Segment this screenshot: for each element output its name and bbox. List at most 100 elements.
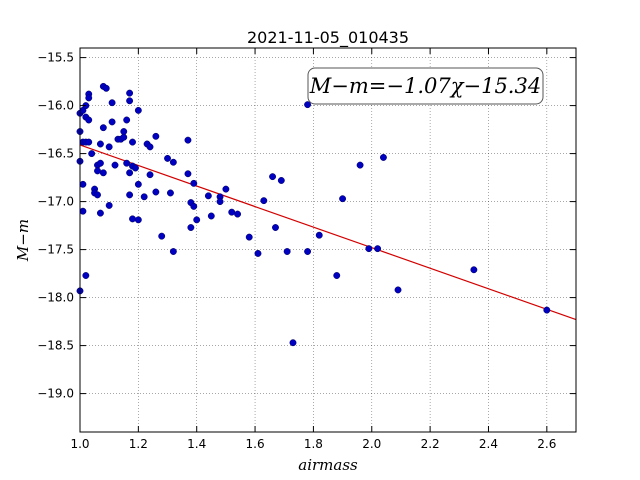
x-tick-label: 2.2 bbox=[421, 437, 440, 451]
data-point bbox=[277, 177, 285, 184]
fit-equation: M−m=−1.07χ−15.34 bbox=[309, 74, 541, 98]
x-tick-label: 2.0 bbox=[362, 437, 381, 451]
data-point bbox=[184, 170, 192, 178]
x-tick-label: 2.4 bbox=[479, 437, 498, 451]
data-point bbox=[374, 245, 382, 253]
data-point bbox=[315, 231, 323, 239]
data-point bbox=[85, 94, 93, 102]
data-point bbox=[111, 161, 119, 169]
data-point bbox=[193, 216, 201, 224]
data-point bbox=[379, 153, 387, 161]
annotation-box: M−m=−1.07χ−15.34 bbox=[307, 67, 544, 105]
y-tick-label: −17.0 bbox=[37, 195, 74, 209]
annotation-frame bbox=[307, 67, 544, 105]
data-point bbox=[216, 198, 224, 206]
data-point bbox=[108, 99, 116, 107]
x-tick-label: 1.0 bbox=[70, 437, 89, 451]
y-tick-label: −16.0 bbox=[37, 99, 74, 113]
data-point bbox=[99, 124, 107, 132]
y-tick-label: −18.0 bbox=[37, 291, 74, 305]
y-tick-label: −15.5 bbox=[37, 51, 74, 65]
data-point bbox=[245, 233, 253, 241]
data-point bbox=[304, 101, 312, 109]
data-point bbox=[94, 167, 101, 175]
data-point bbox=[190, 202, 198, 210]
y-tick-label: −18.5 bbox=[37, 339, 74, 353]
data-point bbox=[272, 224, 279, 231]
y-tick-label: −17.5 bbox=[37, 243, 74, 257]
data-point bbox=[204, 192, 212, 200]
data-point bbox=[82, 272, 90, 279]
data-point bbox=[126, 97, 134, 105]
data-point bbox=[333, 272, 341, 279]
data-point bbox=[169, 248, 177, 255]
x-tick-label: 1.2 bbox=[129, 437, 148, 451]
data-point bbox=[269, 173, 277, 181]
data-point bbox=[228, 208, 236, 216]
data-point bbox=[365, 245, 373, 253]
data-point bbox=[234, 210, 242, 218]
data-point bbox=[134, 106, 142, 114]
y-axis-label: M−m bbox=[14, 219, 32, 262]
data-point bbox=[260, 197, 268, 205]
data-point bbox=[134, 180, 142, 188]
x-axis-label: airmass bbox=[298, 456, 358, 474]
data-point bbox=[123, 116, 131, 124]
axis-ticks: 1.0 1.2 1.4 1.6 1.8 2.0 2.2 2.4 2.6 −15.5 −16.0 −16… bbox=[37, 48, 576, 451]
data-point bbox=[356, 161, 364, 169]
chart-title: 2021-11-05_010435 bbox=[247, 28, 409, 48]
x-tick-label: 1.6 bbox=[246, 437, 265, 451]
data-point bbox=[96, 140, 104, 148]
data-point bbox=[120, 133, 128, 141]
data-point bbox=[120, 128, 128, 135]
data-point bbox=[94, 191, 101, 199]
x-tick-label: 1.4 bbox=[187, 437, 206, 451]
data-point bbox=[184, 136, 192, 144]
data-point bbox=[126, 191, 134, 199]
data-point bbox=[164, 154, 171, 162]
y-tick-label: −16.5 bbox=[37, 147, 74, 161]
data-point bbox=[158, 232, 166, 240]
data-point bbox=[187, 224, 195, 231]
data-point bbox=[146, 143, 154, 151]
data-point bbox=[85, 116, 93, 124]
data-point bbox=[152, 188, 160, 196]
data-point bbox=[543, 306, 551, 314]
data-point bbox=[88, 150, 96, 158]
plot-frame bbox=[79, 47, 577, 433]
data-point bbox=[166, 189, 174, 197]
x-tick-label: 2.6 bbox=[537, 437, 556, 451]
data-point bbox=[254, 249, 262, 257]
data-point bbox=[108, 118, 116, 126]
data-point bbox=[134, 216, 142, 224]
data-point bbox=[126, 169, 134, 177]
fit-line bbox=[79, 144, 577, 321]
data-point bbox=[96, 159, 104, 167]
data-point bbox=[129, 215, 136, 223]
data-point bbox=[79, 180, 87, 188]
y-tick-label: −19.0 bbox=[37, 387, 74, 401]
data-point bbox=[85, 138, 93, 146]
data-point bbox=[304, 248, 312, 255]
data-point bbox=[470, 266, 478, 274]
data-point bbox=[339, 195, 347, 203]
data-point bbox=[105, 201, 113, 209]
data-point bbox=[283, 248, 291, 255]
data-point bbox=[102, 84, 110, 92]
x-tick-label: 1.8 bbox=[304, 437, 323, 451]
data-point bbox=[79, 207, 87, 215]
data-point bbox=[99, 169, 107, 177]
data-point bbox=[140, 193, 148, 201]
data-point bbox=[131, 164, 139, 172]
data-point bbox=[190, 179, 198, 187]
data-point bbox=[129, 138, 136, 146]
data-point bbox=[146, 171, 154, 179]
data-point bbox=[222, 185, 230, 193]
data-point bbox=[152, 132, 160, 140]
data-point bbox=[207, 212, 215, 220]
data-point bbox=[126, 89, 134, 97]
data-point bbox=[289, 339, 297, 347]
data-point bbox=[105, 143, 113, 151]
data-point bbox=[123, 159, 131, 167]
